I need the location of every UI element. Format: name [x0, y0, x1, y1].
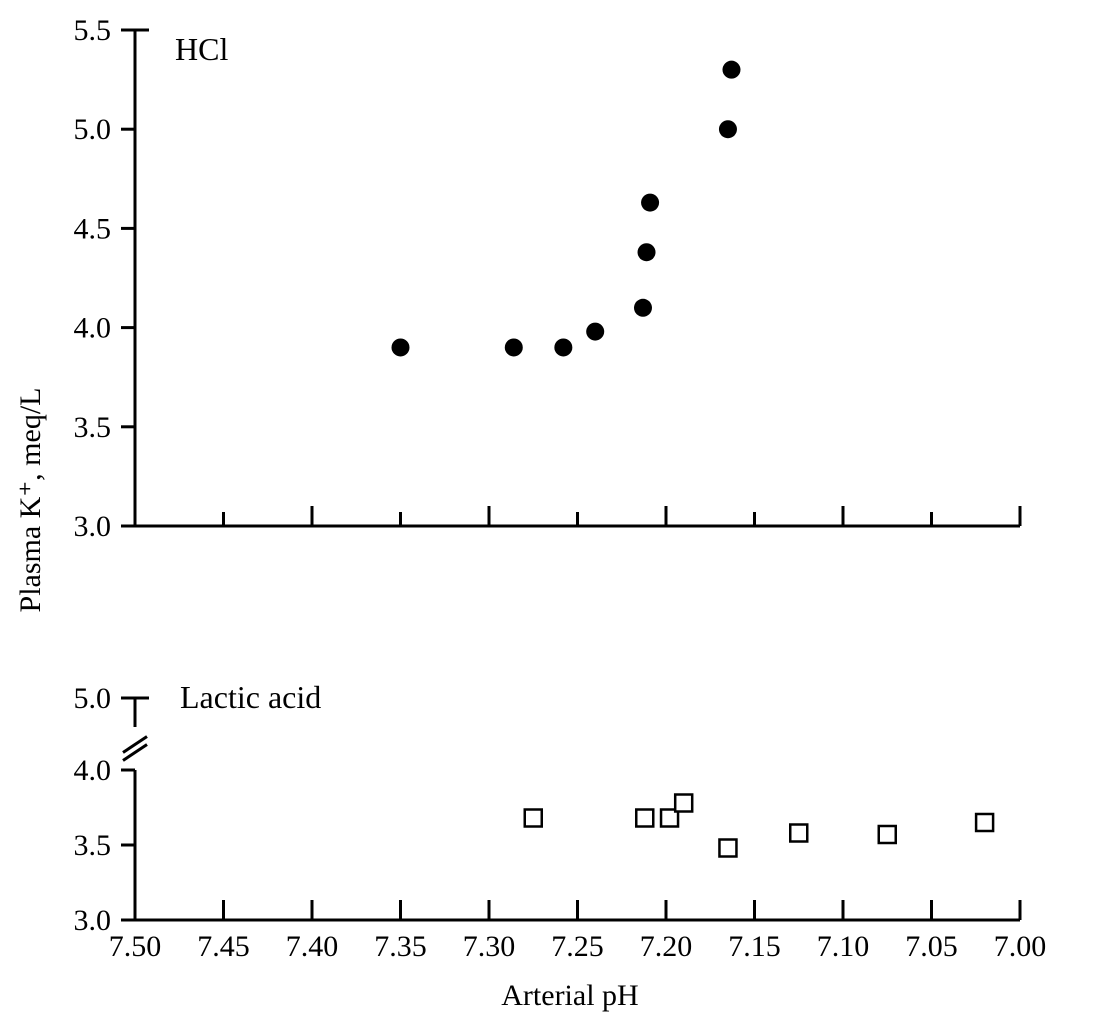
y-axis-title: Plasma K⁺, meq/L: [14, 388, 47, 613]
chart-container: 3.0 3.5 4.0 4.5 5.0 5.5 HCl 3.0 3.5 4.0 5.0 7.50 7.4…: [0, 0, 1096, 1034]
bottom-x-tick-label: 7.30: [463, 930, 516, 963]
bottom-panel-title: Lactic acid: [180, 679, 321, 715]
lactic-acid-data-point: [525, 810, 542, 827]
bottom-y-tick-label: 3.0: [74, 904, 112, 937]
hcl-data-point: [638, 243, 656, 261]
bottom-x-tick-label: 7.15: [728, 930, 781, 963]
lactic-acid-data-point: [719, 840, 736, 857]
bottom-x-tick-label: 7.10: [817, 930, 870, 963]
lactic-acid-data-point: [636, 810, 653, 827]
hcl-data-point: [505, 338, 523, 356]
top-y-tick-label: 5.0: [74, 113, 112, 146]
bottom-x-tick-label: 7.25: [551, 930, 604, 963]
lactic-acid-data-point: [790, 825, 807, 842]
hcl-data-point: [719, 120, 737, 138]
lactic-acid-data-point: [976, 814, 993, 831]
hcl-data-point: [634, 299, 652, 317]
hcl-data-point: [722, 61, 740, 79]
axis-break-slash: [123, 745, 147, 761]
bottom-x-tick-label: 7.05: [905, 930, 958, 963]
bottom-x-tick-label: 7.35: [374, 930, 427, 963]
lactic-acid-data-point: [879, 826, 896, 843]
top-y-tick-label: 4.5: [74, 212, 112, 245]
bottom-y-tick-label: 3.5: [74, 829, 112, 862]
bottom-x-tick-label: 7.00: [994, 930, 1047, 963]
bottom-x-tick-label: 7.50: [109, 930, 162, 963]
top-y-tick-label: 3.0: [74, 510, 112, 543]
hcl-data-point: [641, 194, 659, 212]
top-panel-title: HCl: [175, 31, 228, 67]
hcl-data-point: [554, 338, 572, 356]
bottom-y-tick-label: 4.0: [74, 754, 112, 787]
bottom-x-tick-label: 7.20: [640, 930, 693, 963]
axis-break-slash: [123, 737, 147, 753]
top-y-tick-label: 3.5: [74, 411, 112, 444]
hcl-data-point: [586, 323, 604, 341]
x-axis-title: Arterial pH: [501, 979, 638, 1012]
lactic-acid-data-point: [675, 795, 692, 812]
top-y-tick-label: 4.0: [74, 312, 112, 345]
bottom-x-tick-label: 7.45: [197, 930, 250, 963]
bottom-x-tick-label: 7.40: [286, 930, 339, 963]
top-y-tick-label: 5.5: [74, 14, 112, 47]
scatter-plot-svg: 3.0 3.5 4.0 4.5 5.0 5.5 HCl 3.0 3.5 4.0 5.0 7.50 7.4…: [0, 0, 1096, 1034]
hcl-data-point: [392, 338, 410, 356]
bottom-y-tick-label: 5.0: [74, 682, 112, 715]
